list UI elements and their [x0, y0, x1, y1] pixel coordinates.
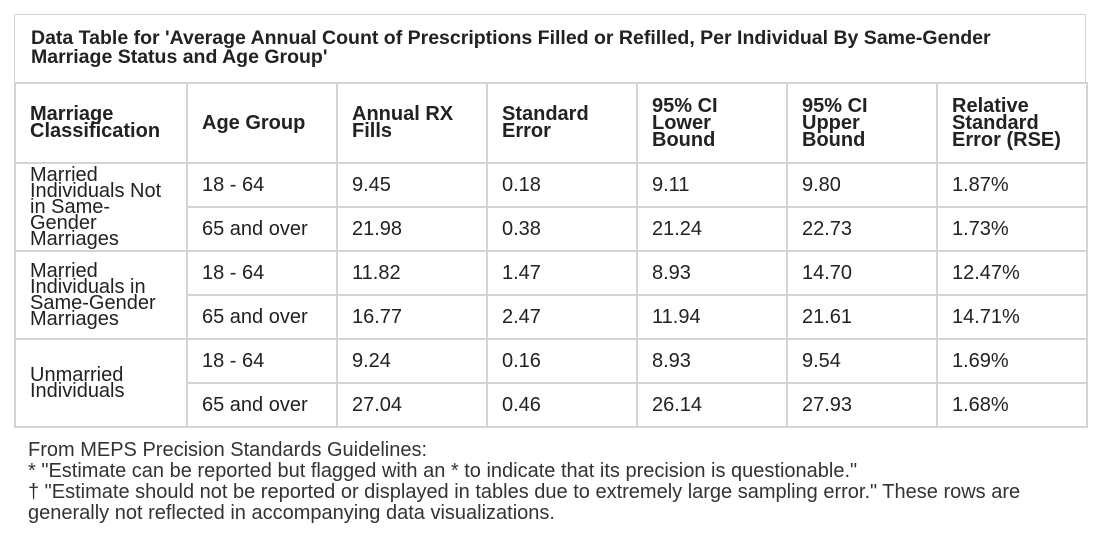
cell-ci-upper: 14.70 — [786, 250, 938, 296]
cell-ci-lower: 21.24 — [636, 206, 788, 252]
data-table: Marriage Classification Age Group Annual… — [14, 82, 1088, 428]
cell-standard-error: 1.47 — [486, 250, 638, 296]
group-label: Unmarried Individuals — [14, 338, 188, 428]
data-table-container: Data Table for 'Average Annual Count of … — [14, 14, 1088, 524]
cell-ci-lower: 26.14 — [636, 382, 788, 428]
header-marriage-classification: Marriage Classification — [14, 82, 188, 164]
cell-age-group: 65 and over — [186, 294, 338, 340]
cell-age-group: 18 - 64 — [186, 162, 338, 208]
cell-age-group: 18 - 64 — [186, 250, 338, 296]
cell-rse: 12.47% — [936, 250, 1088, 296]
cell-rse: 1.87% — [936, 162, 1088, 208]
header-age-group: Age Group — [186, 82, 338, 164]
cell-annual-rx-fills: 9.45 — [336, 162, 488, 208]
group-label: Married Individuals Not in Same-Gender M… — [14, 162, 188, 252]
cell-age-group: 65 and over — [186, 382, 338, 428]
cell-ci-lower: 8.93 — [636, 338, 788, 384]
cell-rse: 1.68% — [936, 382, 1088, 428]
table-row: Married Individuals Not in Same-Gender M… — [14, 162, 1088, 252]
cell-rse: 14.71% — [936, 294, 1088, 340]
group-label: Married Individuals in Same-Gender Marri… — [14, 250, 188, 340]
cell-annual-rx-fills: 16.77 — [336, 294, 488, 340]
header-ci-lower: 95% CI Lower Bound — [636, 82, 788, 164]
cell-annual-rx-fills: 11.82 — [336, 250, 488, 296]
cell-ci-upper: 27.93 — [786, 382, 938, 428]
cell-ci-lower: 11.94 — [636, 294, 788, 340]
cell-standard-error: 2.47 — [486, 294, 638, 340]
table-row: 65 and over 21.98 0.38 21.24 22.73 1.73% — [15, 206, 1088, 252]
footnote-dagger: † "Estimate should not be reported or di… — [28, 481, 1021, 524]
cell-standard-error: 0.16 — [486, 338, 638, 384]
cell-standard-error: 0.46 — [486, 382, 638, 428]
footnotes: From MEPS Precision Standards Guidelines… — [14, 440, 1086, 524]
table-row: Married Individuals in Same-Gender Marri… — [14, 250, 1088, 340]
footnote-asterisk: * "Estimate can be reported but flagged … — [28, 460, 858, 482]
header-annual-rx-fills: Annual RX Fills — [336, 82, 488, 164]
header-standard-error: Standard Error — [486, 82, 638, 164]
cell-standard-error: 0.38 — [486, 206, 638, 252]
header-rse: Relative Standard Error (RSE) — [936, 82, 1088, 164]
cell-ci-lower: 8.93 — [636, 250, 788, 296]
cell-age-group: 65 and over — [186, 206, 338, 252]
cell-ci-upper: 22.73 — [786, 206, 938, 252]
cell-annual-rx-fills: 21.98 — [336, 206, 488, 252]
cell-annual-rx-fills: 9.24 — [336, 338, 488, 384]
table-row: Unmarried Individuals 18 - 64 9.24 0.16 … — [14, 338, 1088, 428]
header-ci-upper: 95% CI Upper Bound — [786, 82, 938, 164]
cell-ci-upper: 9.80 — [786, 162, 938, 208]
table-row: 65 and over 16.77 2.47 11.94 21.61 14.71… — [15, 294, 1088, 340]
table-title-box: Data Table for 'Average Annual Count of … — [14, 14, 1086, 82]
table-row: 65 and over 27.04 0.46 26.14 27.93 1.68% — [15, 382, 1088, 428]
cell-age-group: 18 - 64 — [186, 338, 338, 384]
cell-rse: 1.69% — [936, 338, 1088, 384]
cell-rse: 1.73% — [936, 206, 1088, 252]
cell-ci-upper: 21.61 — [786, 294, 938, 340]
footnote-source: From MEPS Precision Standards Guidelines… — [28, 439, 428, 461]
cell-annual-rx-fills: 27.04 — [336, 382, 488, 428]
header-row: Marriage Classification Age Group Annual… — [14, 82, 1088, 164]
cell-standard-error: 0.18 — [486, 162, 638, 208]
cell-ci-lower: 9.11 — [636, 162, 788, 208]
table-title: Data Table for 'Average Annual Count of … — [31, 27, 991, 68]
cell-ci-upper: 9.54 — [786, 338, 938, 384]
